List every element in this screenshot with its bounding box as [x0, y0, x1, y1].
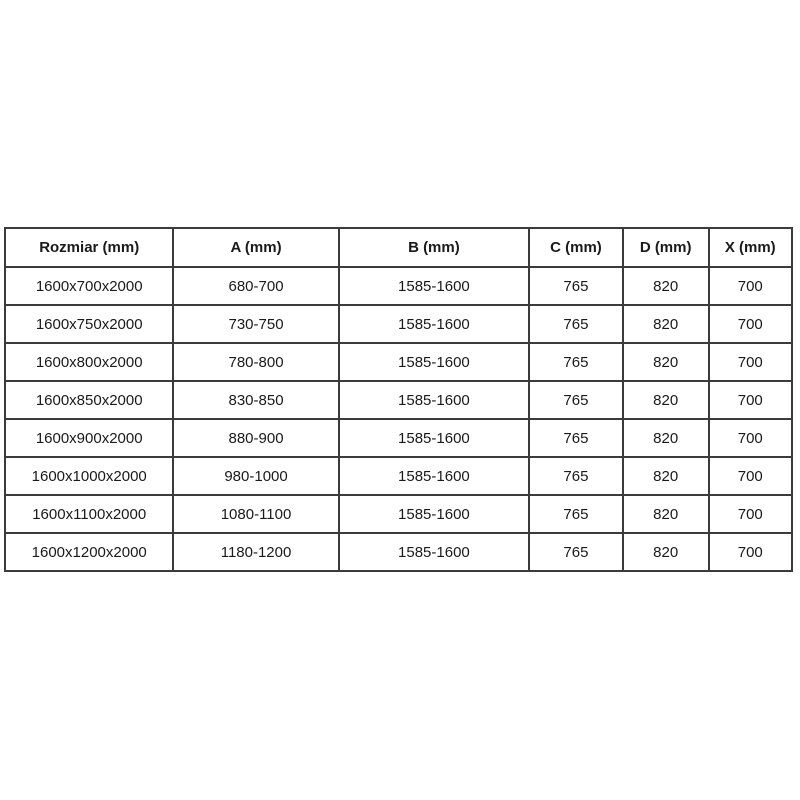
table-cell: 780-800 — [172, 342, 340, 382]
table-cell: 820 — [621, 304, 710, 344]
table-cell: 765 — [528, 494, 624, 534]
table-cell: 1600x1200x2000 — [3, 532, 175, 572]
table-row: 1600x700x2000 680-700 1585-1600 765 820 700 — [3, 266, 794, 306]
table-cell: 820 — [621, 342, 710, 382]
table-cell: 820 — [621, 494, 710, 534]
table-cell: 700 — [707, 380, 794, 420]
table-cell: 880-900 — [172, 418, 340, 458]
table-cell: 1585-1600 — [337, 266, 531, 306]
column-header: A (mm) — [172, 227, 340, 268]
table-cell: 700 — [707, 304, 794, 344]
table-cell: 765 — [528, 456, 624, 496]
table-row: 1600x850x2000 830-850 1585-1600 765 820 700 — [3, 380, 794, 420]
table-cell: 1585-1600 — [337, 418, 531, 458]
table-cell: 820 — [621, 456, 710, 496]
table-cell: 700 — [707, 456, 794, 496]
table-row: 1600x750x2000 730-750 1585-1600 765 820 700 — [3, 304, 794, 344]
table-header: Rozmiar (mm) A (mm) B (mm) C (mm) D (mm) X (m… — [3, 227, 794, 268]
column-header: Rozmiar (mm) — [3, 227, 175, 268]
table-cell: 765 — [528, 342, 624, 382]
table-cell: 1600x750x2000 — [3, 304, 175, 344]
table-body: 1600x700x2000 680-700 1585-1600 765 820 700 16… — [3, 266, 794, 572]
table-cell: 765 — [528, 532, 624, 572]
table-cell: 700 — [707, 418, 794, 458]
table-cell: 1585-1600 — [337, 380, 531, 420]
table-cell: 1080-1100 — [172, 494, 340, 534]
table-cell: 765 — [528, 380, 624, 420]
table-row: 1600x800x2000 780-800 1585-1600 765 820 700 — [3, 342, 794, 382]
table-cell: 1585-1600 — [337, 456, 531, 496]
table-cell: 765 — [528, 418, 624, 458]
table-cell: 820 — [621, 380, 710, 420]
table-cell: 820 — [621, 266, 710, 306]
table-cell: 700 — [707, 494, 794, 534]
header-row: Rozmiar (mm) A (mm) B (mm) C (mm) D (mm) X (m… — [3, 227, 794, 268]
table-row: 1600x1200x2000 1180-1200 1585-1600 765 820 70… — [3, 532, 794, 572]
table-cell: 1585-1600 — [337, 532, 531, 572]
table-cell: 700 — [707, 532, 794, 572]
table-cell: 700 — [707, 266, 794, 306]
table-cell: 1600x900x2000 — [3, 418, 175, 458]
table-cell: 700 — [707, 342, 794, 382]
table-row: 1600x1000x2000 980-1000 1585-1600 765 820 700 — [3, 456, 794, 496]
table-cell: 980-1000 — [172, 456, 340, 496]
column-header: D (mm) — [621, 227, 710, 268]
table-cell: 830-850 — [172, 380, 340, 420]
column-header: B (mm) — [337, 227, 531, 268]
column-header: C (mm) — [528, 227, 624, 268]
table-cell: 765 — [528, 304, 624, 344]
table-row: 1600x900x2000 880-900 1585-1600 765 820 700 — [3, 418, 794, 458]
dimensions-table: Rozmiar (mm) A (mm) B (mm) C (mm) D (mm) X (m… — [3, 227, 794, 572]
table-cell: 1585-1600 — [337, 304, 531, 344]
table-cell: 1600x700x2000 — [3, 266, 175, 306]
table-cell: 820 — [621, 532, 710, 572]
table-row: 1600x1100x2000 1080-1100 1585-1600 765 820 70… — [3, 494, 794, 534]
table-cell: 820 — [621, 418, 710, 458]
table-cell: 1600x1000x2000 — [3, 456, 175, 496]
table-cell: 1600x850x2000 — [3, 380, 175, 420]
table-cell: 730-750 — [172, 304, 340, 344]
table-cell: 1600x800x2000 — [3, 342, 175, 382]
table-cell: 765 — [528, 266, 624, 306]
table-cell: 1585-1600 — [337, 342, 531, 382]
table-cell: 1585-1600 — [337, 494, 531, 534]
table-cell: 1600x1100x2000 — [3, 494, 175, 534]
column-header: X (mm) — [707, 227, 794, 268]
table-cell: 680-700 — [172, 266, 340, 306]
table-cell: 1180-1200 — [172, 532, 340, 572]
